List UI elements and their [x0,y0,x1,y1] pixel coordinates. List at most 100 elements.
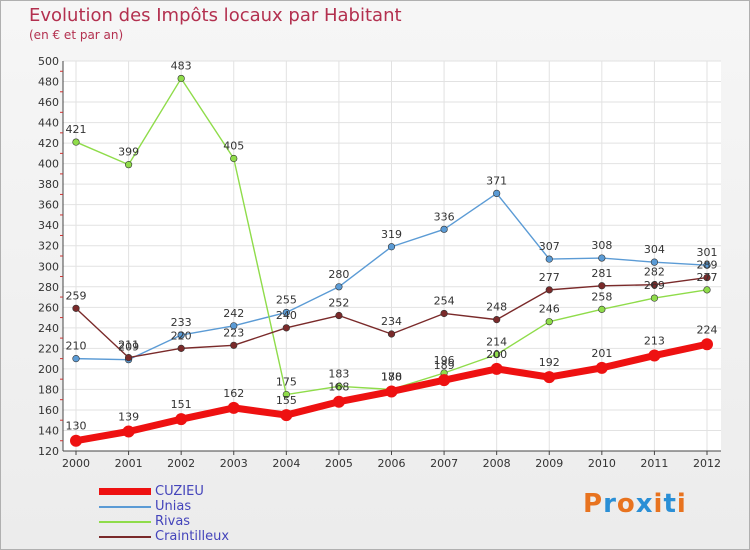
x-axis-ticks: 2000 2001 2002 2003 2004 2005 2006 2007 2008 2009… [62,457,721,470]
data-label-unias: 304 [644,243,665,256]
y-tick-label: 120 [38,445,59,458]
data-label-rivas: 258 [591,290,612,303]
point-craintilleux[interactable] [493,316,501,324]
point-cuzieu[interactable] [385,385,398,398]
point-craintilleux[interactable] [650,281,659,289]
point-craintilleux[interactable] [282,324,290,332]
data-label-rivas: 269 [644,279,665,292]
legend-label-craintilleux: Craintilleux [155,529,230,544]
point-rivas[interactable] [124,161,133,169]
data-label-craintilleux: 220 [171,329,192,342]
point-craintilleux[interactable] [598,282,606,290]
point-unias[interactable] [335,283,343,291]
point-rivas[interactable] [703,286,711,294]
point-cuzieu[interactable] [595,361,608,374]
data-label-unias: 209 [118,341,139,354]
data-label-craintilleux: 254 [434,294,455,307]
point-craintilleux[interactable] [545,286,553,294]
legend-label-rivas: Rivas [155,514,191,529]
point-craintilleux[interactable] [703,273,711,282]
data-label-cuzieu: 139 [118,411,139,424]
legend-label-unias: Unias [155,499,192,514]
x-tick-label: 2012 [693,457,721,470]
point-cuzieu[interactable] [701,338,713,351]
data-label-rivas: 399 [118,146,139,159]
point-craintilleux[interactable] [72,304,80,312]
point-cuzieu[interactable] [280,409,293,422]
point-unias[interactable] [440,225,448,233]
data-label-craintilleux: 282 [644,266,665,279]
point-craintilleux[interactable] [230,341,238,349]
y-tick-label: 400 [38,158,59,171]
point-cuzieu[interactable] [227,401,240,414]
x-tick-label: 2003 [220,457,248,470]
data-label-rivas: 421 [66,123,87,136]
x-tick-label: 2004 [272,457,300,470]
y-tick-label: 440 [38,117,59,130]
point-craintilleux[interactable] [124,354,133,362]
logo-letter: P [583,489,604,519]
x-tick-label: 2001 [115,457,143,470]
point-cuzieu[interactable] [122,425,135,438]
point-cuzieu[interactable] [70,434,82,447]
point-rivas[interactable] [335,382,343,390]
data-labels: 210 209 233 242 255 280 319 336 371 307 308 304 301 4… [66,59,718,432]
point-rivas[interactable] [72,138,80,146]
point-unias[interactable] [177,331,185,339]
y-tick-label: 360 [38,199,59,212]
legend-swatch-cuzieu [99,488,151,495]
data-label-unias: 307 [539,240,560,253]
point-rivas[interactable] [650,294,659,302]
point-cuzieu[interactable] [490,362,503,375]
data-label-unias: 210 [66,340,87,353]
point-rivas[interactable] [282,390,290,399]
point-craintilleux[interactable] [177,344,185,352]
point-unias[interactable] [282,308,290,317]
x-tick-label: 2005 [325,457,353,470]
data-label-cuzieu: 200 [486,348,507,361]
legend-label-cuzieu: CUZIEU [155,484,204,499]
point-rivas[interactable] [230,154,238,163]
data-label-cuzieu: 192 [539,356,560,369]
data-label-cuzieu: 151 [171,398,192,411]
chart-subtitle: (en € et par an) [29,28,124,42]
point-craintilleux[interactable] [335,311,343,320]
point-unias[interactable] [650,258,659,266]
point-unias[interactable] [703,261,711,269]
data-label-cuzieu: 213 [644,335,665,348]
y-tick-label: 240 [38,322,59,335]
point-rivas[interactable] [493,350,501,359]
point-rivas[interactable] [598,305,606,313]
point-unias[interactable] [72,355,80,363]
point-craintilleux[interactable] [440,309,448,318]
data-label-rivas: 196 [434,354,455,367]
data-label-craintilleux: 252 [328,297,349,310]
x-tick-label: 2002 [167,457,195,470]
point-cuzieu[interactable] [175,413,188,426]
point-rivas[interactable] [177,74,185,83]
series-group [70,74,713,447]
logo-letter: i [653,489,664,519]
data-label-cuzieu: 178 [381,370,402,383]
data-label-craintilleux: 240 [276,309,297,322]
point-unias[interactable] [545,255,553,263]
data-label-rivas: 405 [223,140,244,153]
point-cuzieu[interactable] [438,374,451,387]
point-unias[interactable] [598,254,606,262]
point-rivas[interactable] [545,318,553,326]
data-label-craintilleux: 289 [697,259,718,272]
point-cuzieu[interactable] [648,349,661,362]
logo-letter: i [676,489,687,519]
legend-swatch-craintilleux [99,536,151,538]
point-cuzieu[interactable] [332,395,345,408]
point-unias[interactable] [493,189,501,197]
y-tick-label: 160 [38,404,59,417]
point-unias[interactable] [387,243,396,251]
data-label-unias: 336 [434,210,455,223]
point-unias[interactable] [230,322,238,330]
point-cuzieu[interactable] [543,371,556,384]
logo-letter: t [663,489,677,519]
point-craintilleux[interactable] [387,330,396,338]
data-label-rivas: 180 [381,370,402,383]
x-tick-label: 2010 [588,457,616,470]
